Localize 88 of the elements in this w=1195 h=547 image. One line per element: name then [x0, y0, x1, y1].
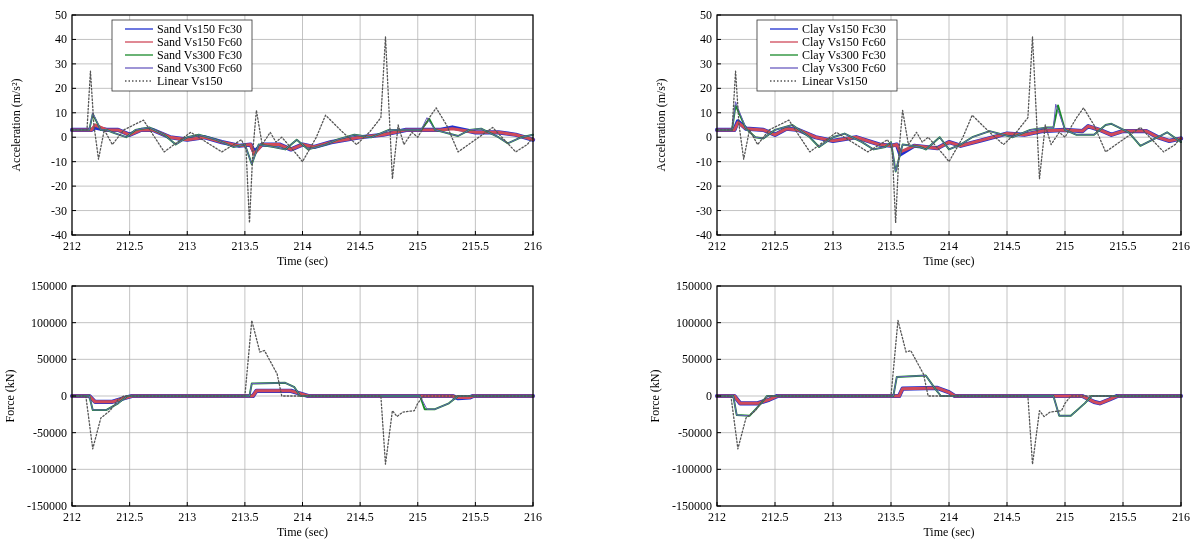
x-tick-label: 213.5 [877, 510, 905, 524]
legend-label: Clay Vs150 Fc30 [802, 22, 886, 36]
y-tick-label: 40 [55, 32, 67, 47]
y-tick-label: -150000 [672, 499, 712, 513]
x-tick-label: 213 [178, 239, 197, 253]
y-tick-label: -100000 [27, 462, 67, 477]
x-tick-label: 213 [178, 510, 197, 524]
x-tick-label: 214.5 [993, 510, 1021, 524]
y-tick-label: -150000 [27, 499, 67, 513]
x-tick-label: 212.5 [761, 239, 789, 253]
y-axis-title: Force (kN) [3, 369, 17, 423]
y-tick-label: 0 [61, 389, 67, 403]
x-tick-label: 215.5 [461, 239, 489, 253]
y-tick-label: 0 [61, 130, 67, 145]
x-tick-label: 214 [940, 239, 958, 253]
y-tick-label: -30 [696, 203, 712, 218]
legend-label: Sand Vs300 Fc30 [157, 48, 243, 62]
y-tick-label: -100000 [672, 462, 712, 477]
x-tick-label: 214 [293, 510, 312, 524]
y-tick-label: -40 [696, 228, 712, 242]
x-tick-label: 216 [1172, 510, 1190, 524]
y-tick-label: 50 [55, 8, 67, 22]
y-tick-label: 150000 [676, 279, 712, 293]
x-tick-label: 213.5 [231, 239, 259, 253]
x-tick-label: 215 [1056, 239, 1074, 253]
x-tick-label: 213.5 [231, 510, 259, 524]
y-tick-label: 30 [700, 56, 712, 71]
y-tick-label: 20 [700, 81, 712, 96]
y-tick-label: -20 [696, 179, 712, 194]
legend-label: Sand Vs150 Fc60 [157, 35, 243, 49]
x-tick-label: 214 [293, 239, 312, 253]
y-tick-label: 30 [55, 56, 67, 71]
legend-label: Linear Vs150 [802, 74, 868, 88]
x-tick-label: 214.5 [993, 239, 1021, 253]
legend-label: Sand Vs300 Fc60 [157, 61, 243, 75]
y-axis-title: Acceleration (m/s²) [9, 78, 23, 172]
y-tick-label: -40 [51, 228, 67, 242]
y-tick-label: -20 [51, 179, 67, 194]
y-tick-label: 50 [700, 8, 712, 22]
x-tick-label: 212 [63, 239, 81, 253]
y-tick-label: 40 [700, 32, 712, 47]
y-tick-label: 50000 [37, 352, 67, 367]
y-tick-label: -10 [696, 154, 712, 169]
x-tick-label: 216 [524, 510, 542, 524]
x-tick-label: 212 [708, 239, 726, 253]
x-axis-title: Time (sec) [923, 525, 975, 539]
x-tick-label: 213 [824, 239, 842, 253]
y-tick-label: -50000 [678, 425, 712, 440]
y-tick-label: -10 [51, 154, 67, 169]
y-tick-label: 10 [55, 105, 67, 120]
y-tick-label: 0 [706, 389, 712, 403]
x-tick-label: 213 [824, 510, 842, 524]
y-tick-label: 150000 [31, 279, 67, 293]
x-tick-label: 215 [408, 510, 427, 524]
y-tick-label: 50000 [682, 352, 712, 367]
y-tick-label: 0 [706, 130, 712, 145]
x-tick-label: 214.5 [346, 239, 374, 253]
legend-label: Clay Vs300 Fc60 [802, 61, 886, 75]
y-axis-title: Acceleration (m/s²) [654, 78, 668, 172]
x-tick-label: 215.5 [461, 510, 489, 524]
x-tick-label: 214.5 [346, 510, 374, 524]
x-axis-title: Time (sec) [923, 254, 975, 268]
x-tick-label: 212.5 [116, 239, 144, 253]
y-tick-label: -30 [51, 203, 67, 218]
legend-label: Sand Vs150 Fc30 [157, 22, 243, 36]
x-tick-label: 212 [708, 510, 726, 524]
x-tick-label: 216 [1172, 239, 1190, 253]
x-axis-title: Time (sec) [276, 525, 329, 539]
y-tick-label: 10 [700, 105, 712, 120]
x-tick-label: 215 [1056, 510, 1074, 524]
legend-label: Clay Vs300 Fc30 [802, 48, 886, 62]
legend-label: Clay Vs150 Fc60 [802, 35, 886, 49]
x-axis-title: Time (sec) [276, 254, 329, 268]
y-tick-label: 20 [55, 81, 67, 96]
x-tick-label: 216 [524, 239, 542, 253]
y-tick-label: 100000 [676, 315, 712, 330]
x-tick-label: 212.5 [116, 510, 144, 524]
y-tick-label: 100000 [31, 315, 67, 330]
y-axis-title: Force (kN) [648, 369, 662, 423]
x-tick-label: 213.5 [877, 239, 905, 253]
x-tick-label: 212 [63, 510, 81, 524]
x-tick-label: 215 [408, 239, 427, 253]
x-tick-label: 212.5 [761, 510, 789, 524]
x-tick-label: 215.5 [1109, 239, 1137, 253]
y-tick-label: -50000 [33, 425, 67, 440]
x-tick-label: 215.5 [1109, 510, 1137, 524]
x-tick-label: 214 [940, 510, 958, 524]
legend-label: Linear Vs150 [157, 74, 223, 88]
